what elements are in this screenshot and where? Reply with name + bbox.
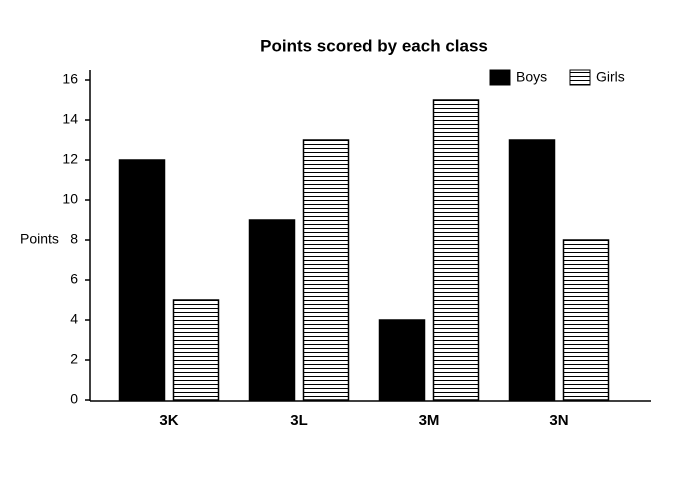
- legend-label: Girls: [596, 69, 625, 85]
- bar: [118, 159, 166, 401]
- y-tick-label: 16: [62, 71, 78, 87]
- x-tick-label: 3M: [419, 412, 440, 429]
- y-tick-label: 8: [70, 231, 78, 247]
- bar: [508, 139, 556, 401]
- bar: [302, 139, 350, 401]
- bar: [432, 99, 480, 401]
- x-tick-label: 3L: [290, 412, 308, 429]
- y-axis-label: Points: [20, 231, 59, 247]
- y-tick-label: 6: [70, 271, 78, 287]
- y-tick-label: 12: [62, 151, 78, 167]
- x-tick-label: 3K: [159, 412, 178, 429]
- legend-swatch: [489, 69, 511, 86]
- legend-swatch: [569, 69, 591, 86]
- bar: [378, 319, 426, 401]
- y-tick-label: 4: [70, 311, 78, 327]
- legend-label: Boys: [516, 69, 547, 85]
- bar: [172, 299, 220, 401]
- y-tick-label: 2: [70, 351, 78, 367]
- bar: [562, 239, 610, 401]
- bar: [248, 219, 296, 401]
- x-tick-label: 3N: [549, 412, 568, 429]
- y-tick-label: 10: [62, 191, 78, 207]
- chart-title: Points scored by each class: [260, 36, 488, 55]
- y-tick-label: 14: [62, 111, 78, 127]
- y-tick-label: 0: [70, 391, 78, 407]
